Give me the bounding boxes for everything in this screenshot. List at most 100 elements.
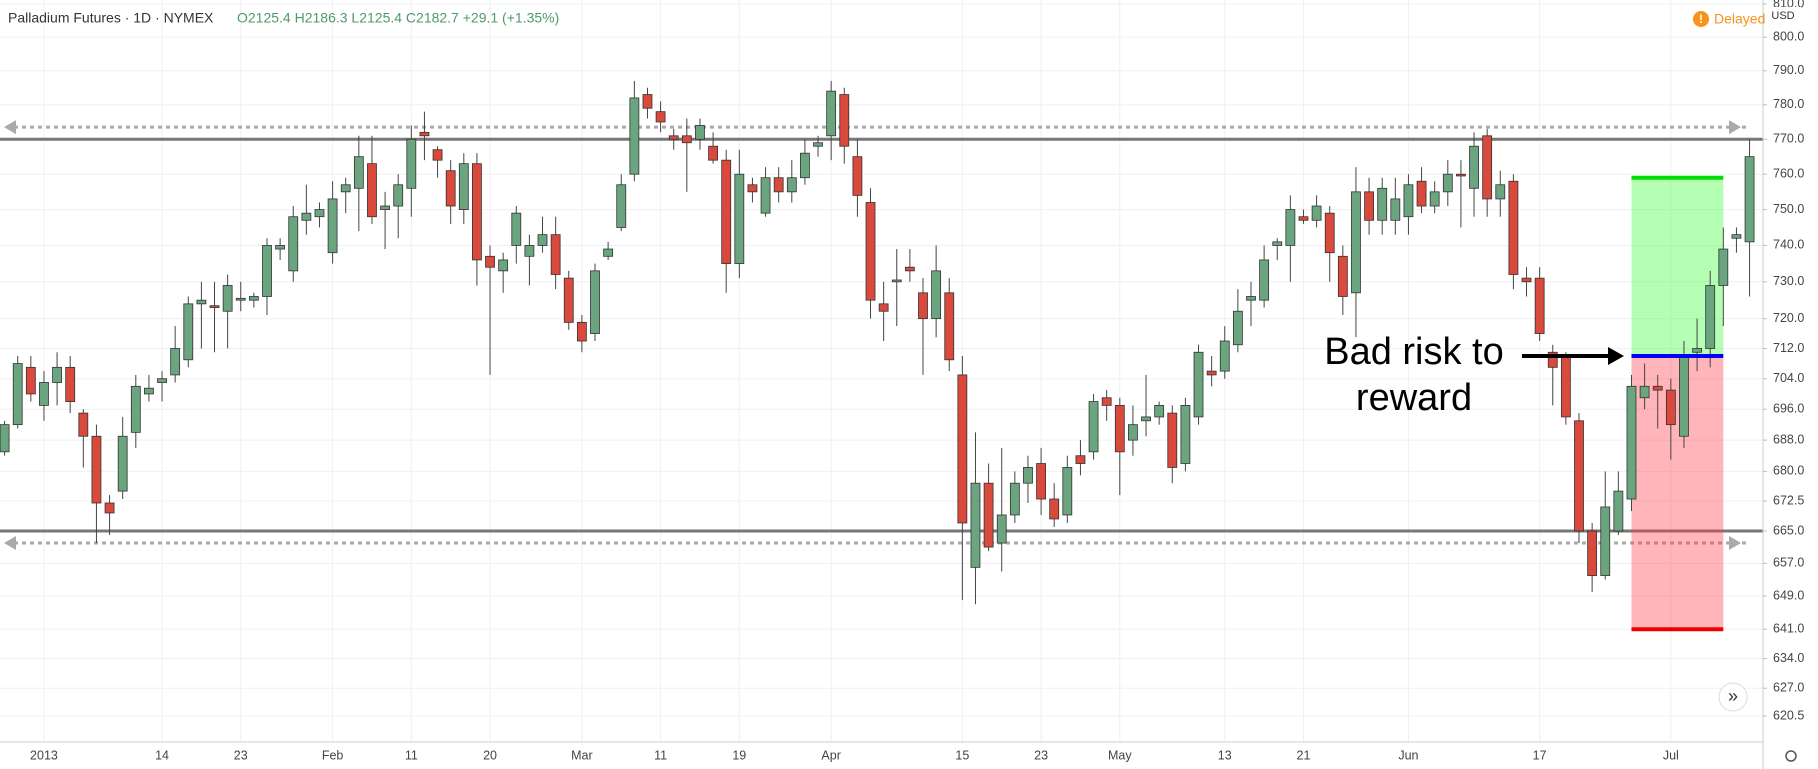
- candle-body: [878, 303, 889, 312]
- settings-icon[interactable]: [1785, 750, 1797, 762]
- x-tick-label: 19: [732, 748, 746, 762]
- candle-body: [852, 156, 863, 196]
- candle-body: [1469, 145, 1479, 189]
- x-tick-label: 15: [955, 748, 969, 762]
- candles: [0, 80, 1755, 605]
- grid: [0, 0, 1763, 742]
- candle-body: [813, 142, 823, 147]
- candle-body: [432, 149, 443, 161]
- candle-body: [1232, 310, 1243, 346]
- y-tick-label: 810.0: [1773, 0, 1804, 10]
- candle-body: [668, 135, 679, 140]
- candle-body: [1600, 506, 1611, 576]
- y-tick-label: 750.0: [1773, 202, 1804, 216]
- candle-body: [1298, 216, 1309, 221]
- candle-body: [340, 184, 351, 193]
- candle-body: [1547, 351, 1558, 368]
- levels: [0, 120, 1763, 551]
- x-tick-label: 2013: [30, 748, 58, 762]
- candle-body: [891, 279, 902, 283]
- candle-body: [117, 435, 128, 492]
- candle-body: [839, 94, 850, 147]
- candle-body: [1088, 401, 1099, 453]
- candle-body: [1403, 184, 1414, 218]
- candle-body: [25, 366, 36, 395]
- candle-body: [1560, 355, 1571, 418]
- candle-body: [760, 177, 771, 214]
- candle-body: [144, 387, 154, 395]
- x-tick-label: Jun: [1398, 748, 1418, 762]
- candle-body: [1482, 135, 1493, 200]
- x-tick-label: 14: [155, 748, 169, 762]
- candle-body: [275, 245, 286, 250]
- candle-body: [865, 202, 876, 301]
- candle-body: [800, 152, 810, 179]
- y-tick-label: 649.0: [1773, 588, 1804, 602]
- candle-body: [1705, 285, 1716, 349]
- candle-body: [747, 184, 758, 193]
- candle-body: [918, 292, 928, 320]
- candle-body: [721, 159, 732, 264]
- candle-body: [1075, 455, 1086, 464]
- candle-body: [235, 297, 246, 301]
- scroll-button-icon[interactable]: »: [1728, 686, 1738, 706]
- scroll-button[interactable]: [1718, 682, 1748, 712]
- candle-body: [1219, 340, 1230, 372]
- candle-body: [1311, 205, 1322, 221]
- candle-body: [708, 145, 718, 161]
- x-tick-label: 20: [483, 748, 497, 762]
- y-tick-label: 688.0: [1773, 432, 1804, 446]
- candle-body: [248, 296, 259, 301]
- y-tick-label: 657.0: [1773, 556, 1804, 570]
- candle-body: [931, 270, 942, 320]
- y-tick-label: 704.0: [1773, 371, 1804, 385]
- x-tick-label: 11: [654, 748, 667, 762]
- candle-body: [904, 266, 915, 272]
- candle-body: [1534, 277, 1545, 334]
- ohlc-values: O2125.4 H2186.3 L2125.4 C2182.7 +29.1 (+…: [237, 10, 559, 26]
- candle-body: [1495, 184, 1506, 200]
- y-tick-label: 665.0: [1773, 523, 1804, 537]
- candle-body: [576, 321, 587, 342]
- candle-body: [957, 374, 968, 524]
- candle-body: [1101, 397, 1112, 406]
- candle-body: [498, 259, 509, 272]
- candle-body: [1351, 191, 1361, 294]
- candle-body: [472, 163, 482, 261]
- candle-body: [1574, 420, 1584, 532]
- candle-body: [1718, 248, 1729, 286]
- y-tick-label: 680.0: [1773, 464, 1804, 478]
- candle-body: [590, 270, 600, 334]
- candle-body: [944, 292, 955, 361]
- candle-body: [1613, 490, 1624, 532]
- candle-body: [183, 303, 194, 361]
- candle-body: [1377, 187, 1388, 221]
- candle-body: [786, 177, 797, 193]
- y-tick-label: 730.0: [1773, 274, 1804, 288]
- x-tick-label: 23: [234, 748, 248, 762]
- candle-body: [1246, 296, 1256, 301]
- candle-body: [1364, 191, 1374, 221]
- symbol-title: Palladium Futures · 1D · NYMEX: [8, 10, 214, 26]
- candle-body: [485, 255, 495, 268]
- delayed-label[interactable]: Delayed: [1714, 11, 1765, 27]
- y-tick-label: 641.0: [1773, 621, 1804, 635]
- candle-body: [104, 502, 115, 514]
- candle-body: [458, 163, 469, 210]
- candle-body: [1337, 255, 1348, 297]
- y-tick-label: 740.0: [1773, 238, 1804, 252]
- y-tick-label: 780.0: [1773, 97, 1804, 111]
- y-tick-label: 720.0: [1773, 311, 1804, 325]
- y-tick-label: 620.5: [1773, 708, 1804, 722]
- candle-body: [380, 205, 390, 210]
- x-tick-label: Apr: [821, 748, 840, 762]
- candle-body: [130, 385, 141, 433]
- candle-body: [1324, 212, 1335, 254]
- candle-body: [314, 209, 325, 218]
- currency-label: USD: [1771, 10, 1794, 22]
- y-tick-label: 696.0: [1773, 402, 1804, 416]
- candle-body: [1626, 385, 1637, 500]
- candle-body: [157, 378, 167, 383]
- candle-body: [1442, 173, 1453, 193]
